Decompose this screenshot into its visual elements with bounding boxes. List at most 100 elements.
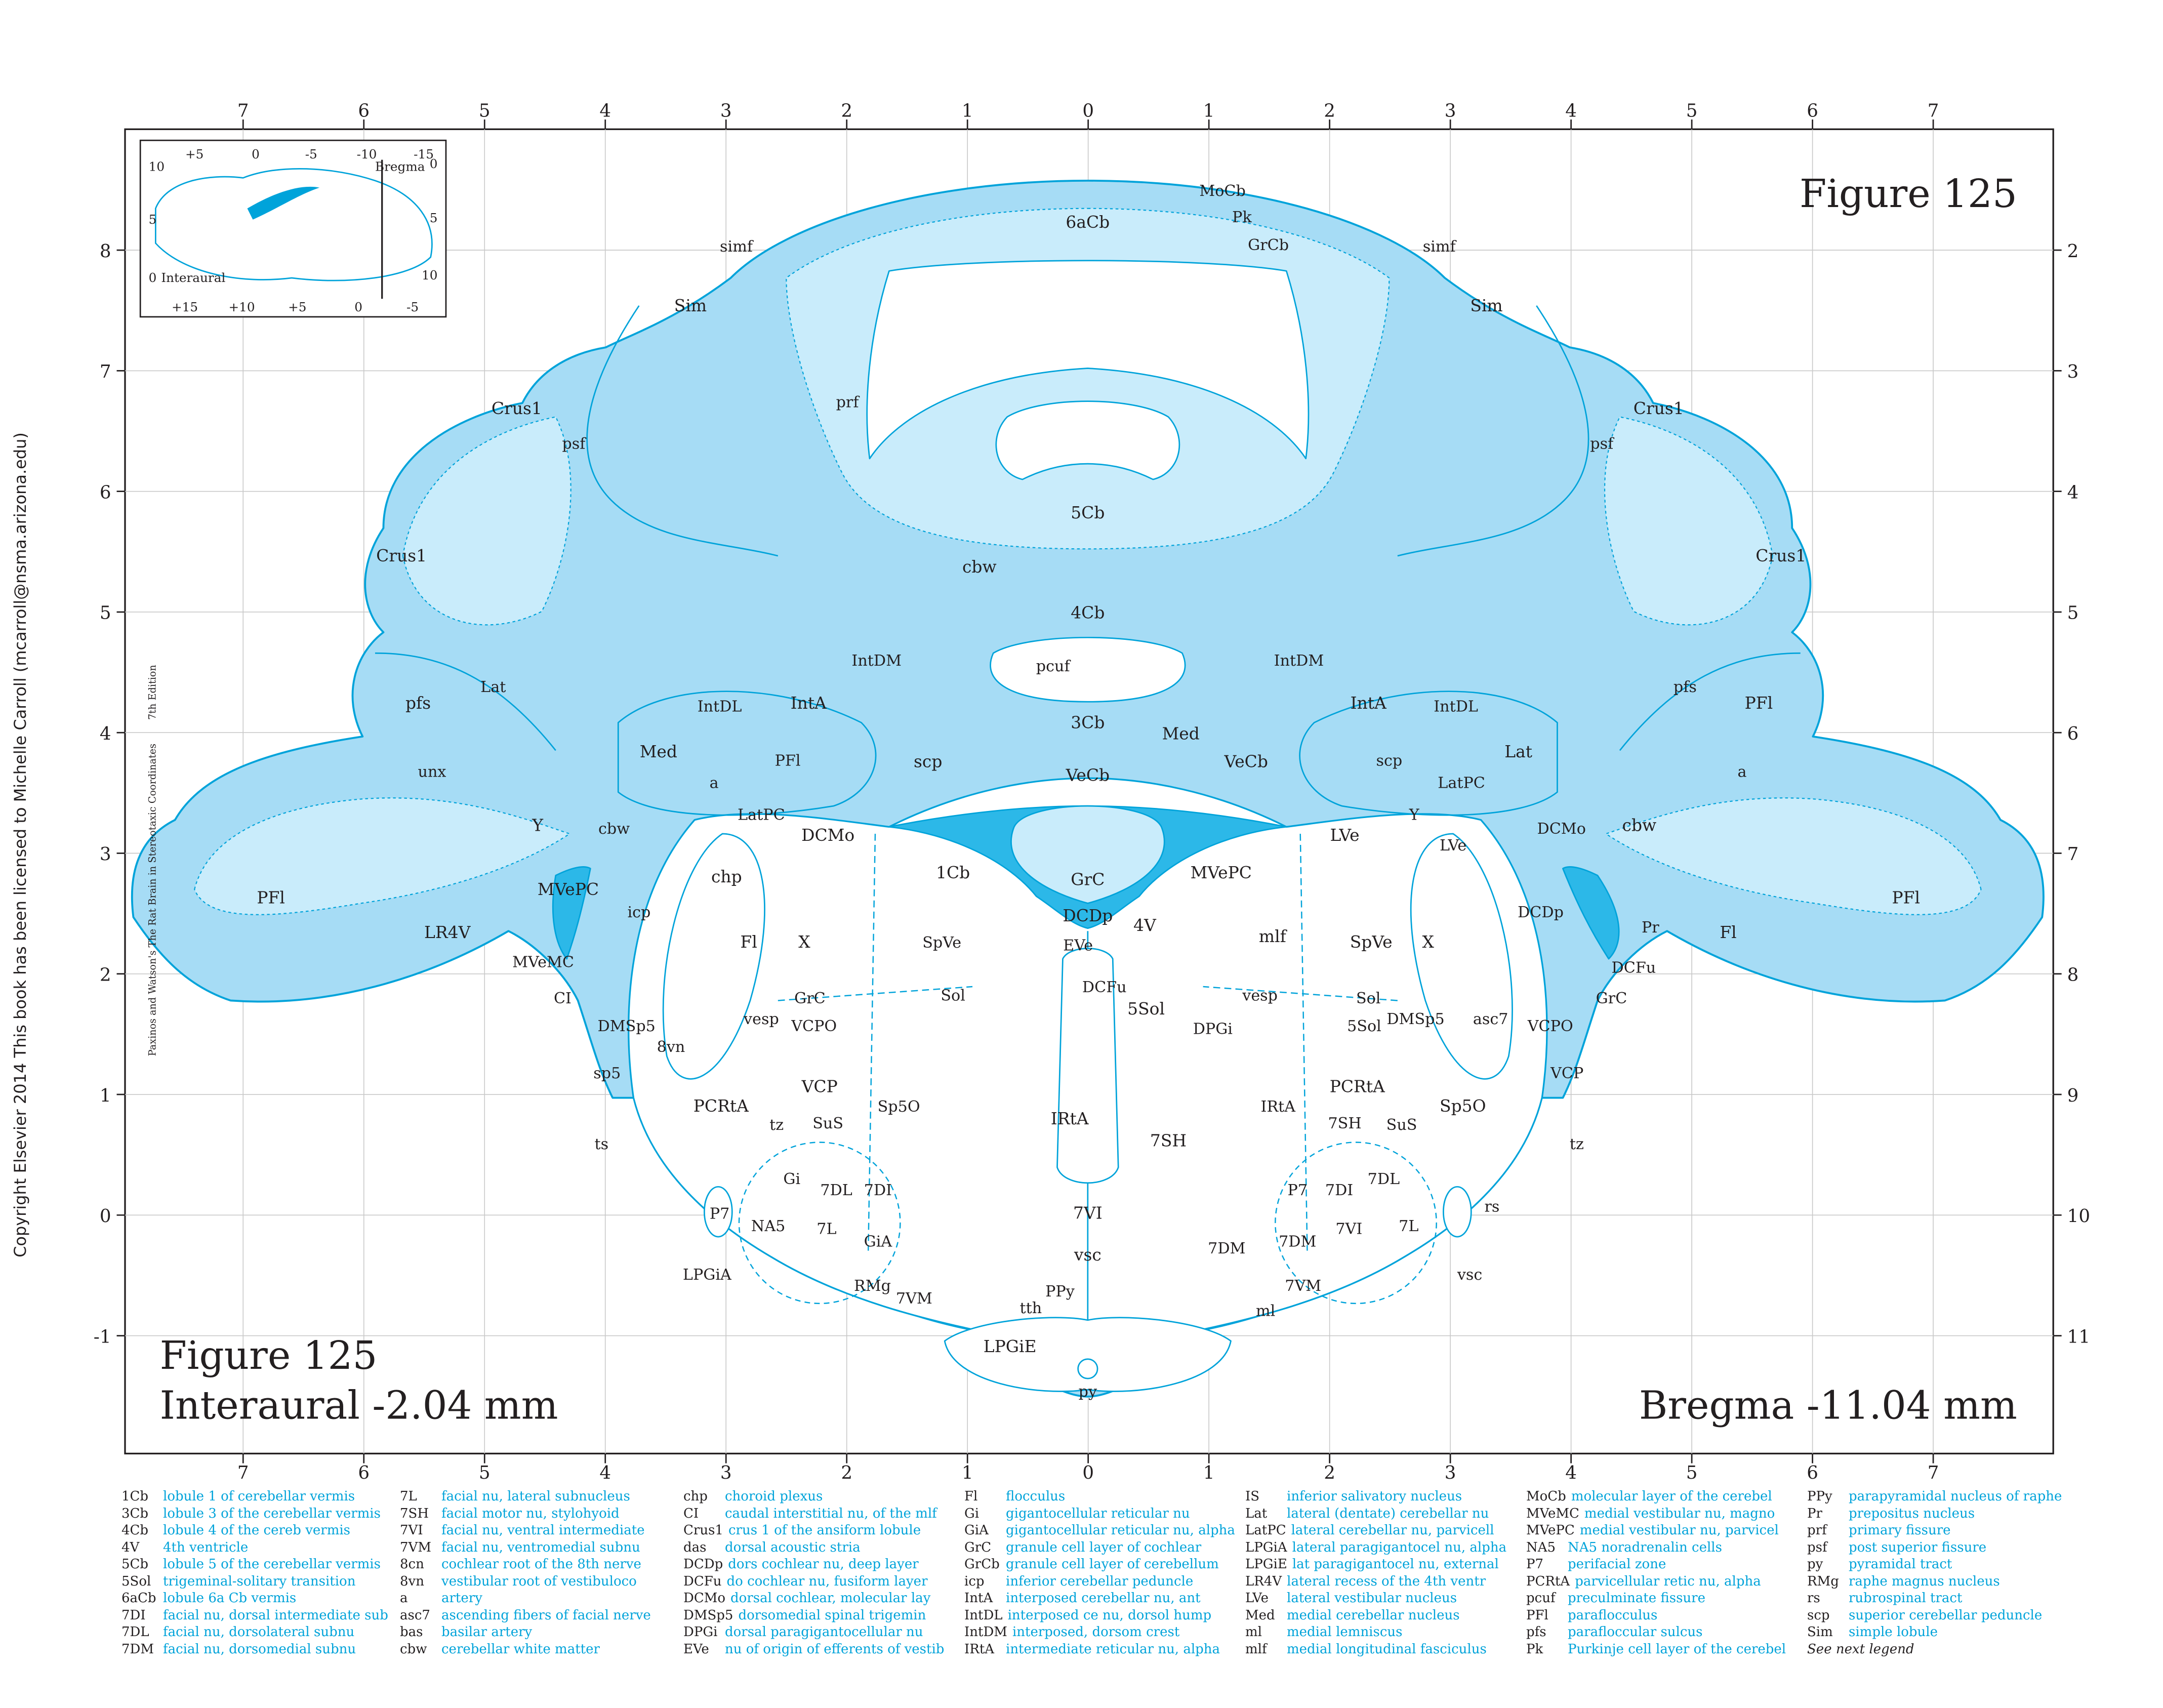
legend-column: PPy parapyramidal nucleus of raphe Pr prepo…: [1807, 1488, 2091, 1658]
legend-description: vestibular root of vestibuloco: [441, 1573, 637, 1589]
region-label: DPGi: [1193, 1020, 1233, 1038]
psf-left: [586, 305, 779, 557]
legend-entry: P7 perifacial zone: [1526, 1556, 1810, 1573]
axis-left-label: 5: [100, 603, 111, 624]
region-label: PFl: [1745, 693, 1773, 713]
region-label: P7: [710, 1205, 730, 1223]
region-label: PFl: [1892, 887, 1921, 907]
inset-left-tick: 5: [149, 212, 157, 227]
axis-top-label: 2: [841, 101, 852, 121]
legend-entry: 6aCb lobule 6a Cb vermis: [121, 1590, 405, 1607]
legend-abbreviation: PPy: [1807, 1489, 1832, 1504]
legend-entry: 5Sol trigeminal-solitary transition: [121, 1573, 405, 1591]
legend-abbreviation: PCRtA: [1526, 1573, 1570, 1589]
inset-right-tick: 10: [422, 268, 437, 282]
axis-top-label: 4: [1565, 101, 1577, 121]
legend-entry: IntA interposed cerebellar nu, ant: [964, 1590, 1248, 1607]
legend-description: caudal interstitial nu, of the mlf: [725, 1506, 937, 1521]
region-label: IntA: [1351, 693, 1387, 713]
legend-entry: asc7 ascending fibers of facial nerve: [400, 1607, 683, 1624]
legend-entry: Pk Purkinje cell layer of the cerebel: [1526, 1641, 1810, 1658]
region-label: asc7: [1473, 1010, 1508, 1028]
axis-right-label: 5: [2067, 603, 2079, 624]
choroid-plexus-right: [1562, 866, 1620, 960]
legend-description: prepositus nucleus: [1849, 1506, 1975, 1521]
legend-description: molecular layer of the cerebel: [1571, 1489, 1772, 1504]
region-label: Sp5O: [878, 1098, 920, 1116]
axis-right-label: 6: [2067, 723, 2079, 744]
axis-left-label: 7: [100, 361, 111, 382]
legend-abbreviation: py: [1807, 1557, 1823, 1572]
legend-description: facial nu, dorsolateral subnu: [163, 1624, 355, 1640]
region-label: SuS: [812, 1115, 843, 1132]
legend-abbreviation: 6aCb: [121, 1591, 156, 1606]
legend-entry: 8vn vestibular root of vestibuloco: [400, 1573, 683, 1591]
region-label: 1Cb: [936, 863, 970, 882]
legend-abbreviation: Crus1: [683, 1523, 723, 1538]
axis-left-label: -1: [94, 1326, 111, 1347]
legend-abbreviation: 5Cb: [121, 1557, 149, 1572]
legend-abbreviation: PFl: [1526, 1607, 1548, 1623]
legend-description: facial motor nu, stylohyoid: [441, 1506, 620, 1521]
legend-abbreviation: ml: [1245, 1624, 1262, 1640]
crus-granular-right: [1604, 416, 1773, 626]
pcuf-core: [990, 636, 1186, 703]
legend-entry: RMg raphe magnus nucleus: [1807, 1573, 2091, 1591]
region-label: IntDM: [1274, 652, 1324, 670]
inset-hippocampus: [247, 186, 320, 220]
legend-column: IS inferior salivatory nucleus Lat lateral …: [1245, 1488, 1529, 1658]
axis-top-label: 7: [237, 101, 249, 121]
region-label: 7DM: [1208, 1240, 1245, 1257]
edition-label: 7th Edition: [146, 665, 158, 720]
legend-entry: EVe nu of origin of efferents of vestib: [683, 1641, 967, 1658]
legend-abbreviation: IS: [1245, 1489, 1260, 1504]
legend-entry: IntDM interposed, dorsom crest: [964, 1624, 1248, 1641]
axis-left-label: 8: [100, 241, 111, 262]
region-label: IntDL: [1434, 698, 1478, 715]
region-label: P7: [1287, 1182, 1308, 1199]
legend-entry: DCDp dors cochlear nu, deep layer: [683, 1556, 967, 1573]
legend-abbreviation: prf: [1807, 1523, 1827, 1538]
legend-entry: Sim simple lobule: [1807, 1624, 2091, 1641]
region-label: psf: [1590, 435, 1614, 453]
axis-right-label: 9: [2067, 1085, 2079, 1106]
legend-description: lateral recess of the 4th ventr: [1287, 1573, 1486, 1589]
facial-nucleus-left: [738, 1142, 901, 1305]
region-label: DCMo: [801, 825, 854, 845]
legend-description: medial vestibular nu, magno: [1584, 1506, 1775, 1521]
legend-entry: PFl paraflocculus: [1526, 1607, 1810, 1624]
legend-description: lobule 4 of the cereb vermis: [163, 1523, 351, 1538]
legend-description: 4th ventricle: [163, 1539, 249, 1555]
legend-description: basilar artery: [441, 1624, 533, 1640]
legend-description: pyramidal tract: [1849, 1557, 1952, 1572]
region-label: MVePC: [538, 879, 599, 899]
region-label: Lat: [1504, 742, 1532, 761]
region-label: X: [798, 932, 810, 952]
legend-abbreviation: MVePC: [1526, 1523, 1575, 1538]
legend-entry: GrCb granule cell layer of cerebellum: [964, 1556, 1248, 1573]
region-label: MVeMC: [512, 954, 574, 971]
region-label: DCMo: [1537, 820, 1585, 838]
inset-top-tick: +5: [185, 147, 203, 161]
legend-description: cerebellar white matter: [441, 1641, 600, 1657]
legend-abbreviation: MVeMC: [1526, 1506, 1579, 1521]
legend-description: flocculus: [1006, 1489, 1066, 1504]
axis-right-label: 7: [2067, 844, 2079, 865]
legend-entry: IRtA intermediate reticular nu, alpha: [964, 1641, 1248, 1658]
legend-abbreviation: chp: [683, 1489, 708, 1504]
region-label: PCRtA: [693, 1096, 749, 1116]
region-label: 5Sol: [1347, 1018, 1381, 1035]
legend-entry: rs rubrospinal tract: [1807, 1590, 2091, 1607]
legend-abbreviation: icp: [964, 1573, 985, 1589]
legend-column: Fl flocculus Gi gigantocellular reticular n…: [964, 1488, 1248, 1658]
region-label: pfs: [1674, 678, 1697, 696]
region-label: 5Cb: [1071, 503, 1105, 522]
legend-entry: LPGiA lateral paragigantocel nu, alpha: [1245, 1539, 1529, 1557]
region-label: DMSp5: [598, 1018, 656, 1035]
legend-description: dorsal acoustic stria: [725, 1539, 861, 1555]
legend-entry: prf primary fissure: [1807, 1522, 2091, 1539]
axis-bottom-label: 4: [1565, 1462, 1577, 1483]
axis-left-label: 3: [100, 844, 111, 865]
legend-entry: 7L facial nu, lateral subnucleus: [400, 1488, 683, 1506]
legend-abbreviation: DPGi: [683, 1624, 718, 1640]
